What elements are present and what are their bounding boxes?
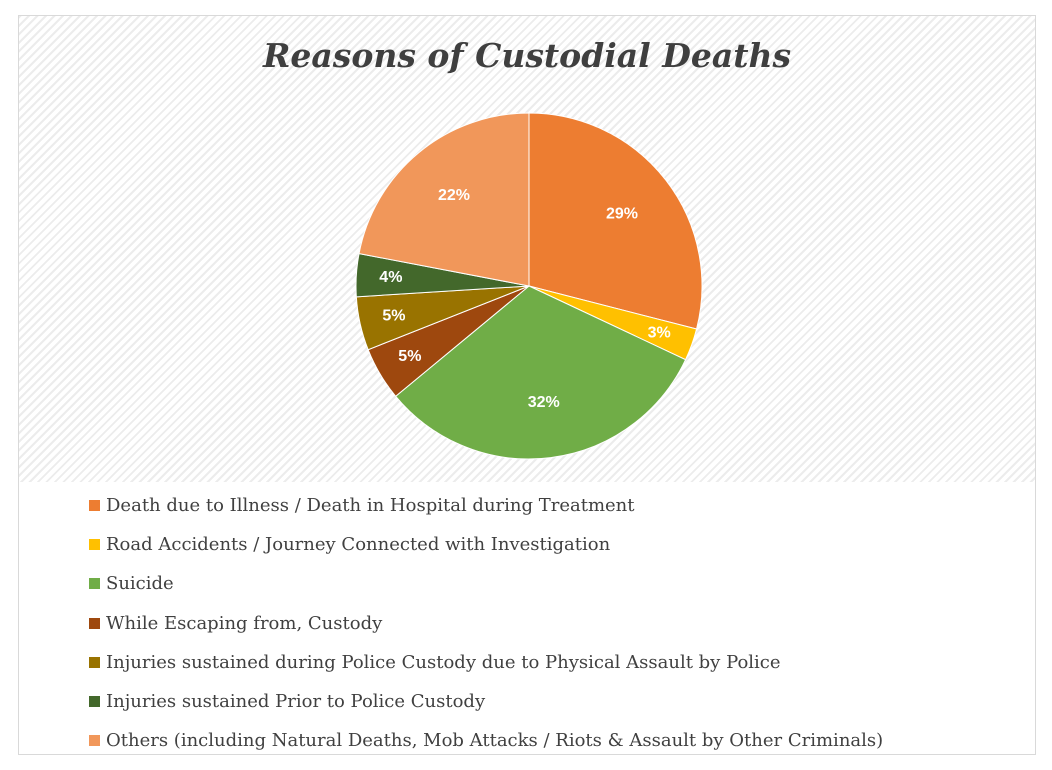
pie-chart: 29% 3% 32% 5% 5% 4% 22% — [355, 112, 703, 460]
legend-label: Suicide — [106, 573, 174, 595]
pie-slice — [394, 285, 687, 460]
legend-item: Road Accidents / Journey Connected with … — [89, 525, 883, 564]
legend-swatch — [89, 500, 100, 512]
legend-swatch — [89, 735, 100, 747]
legend: Death due to Illness / Death in Hospital… — [89, 486, 884, 754]
legend-item: Injuries sustained Prior to Police Custo… — [89, 682, 883, 721]
chart-title: Reasons of Custodial Deaths — [262, 36, 792, 75]
slice-data-label: 5% — [398, 348, 421, 365]
legend-label: Road Accidents / Journey Connected with … — [106, 534, 611, 556]
slice-data-label: 22% — [438, 187, 470, 204]
legend-item: Others (including Natural Deaths, Mob At… — [89, 721, 884, 754]
legend-item: Suicide — [89, 564, 883, 603]
legend-item: Injuries sustained during Police Custody… — [89, 643, 883, 682]
legend-item: While Escaping from, Custody — [89, 604, 883, 643]
legend-label: Injuries sustained during Police Custody… — [106, 651, 781, 673]
legend-swatch — [89, 578, 100, 590]
slice-data-label: 32% — [528, 394, 560, 411]
legend-label: While Escaping from, Custody — [106, 612, 383, 634]
legend-swatch — [89, 696, 100, 708]
legend-label: Death due to Illness / Death in Hospital… — [106, 495, 635, 517]
legend-item: Death due to Illness / Death in Hospital… — [89, 486, 883, 525]
slice-data-label: 4% — [379, 269, 402, 286]
slice-data-label: 3% — [648, 324, 671, 341]
pie-slice — [528, 112, 703, 330]
legend-swatch — [89, 617, 100, 629]
pie-slice — [358, 112, 530, 287]
legend-swatch — [89, 656, 100, 668]
legend-swatch — [89, 539, 100, 551]
slice-data-label: 5% — [382, 308, 405, 325]
legend-label: Others (including Natural Deaths, Mob At… — [106, 730, 884, 752]
legend-label: Injuries sustained Prior to Police Custo… — [106, 691, 486, 713]
slice-data-label: 29% — [606, 205, 638, 222]
legend-background — [19, 482, 1035, 754]
chart-area: Reasons of Custodial Deaths 29% 3% 32% 5% 5%… — [18, 15, 1036, 755]
